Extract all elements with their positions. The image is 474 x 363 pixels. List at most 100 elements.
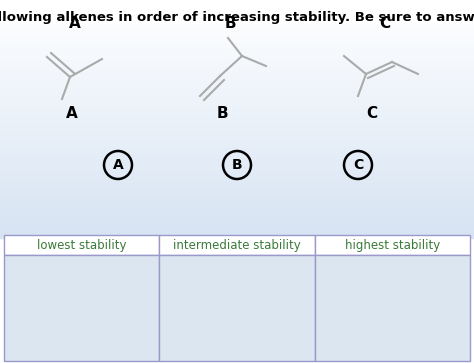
- Bar: [0, 54, 474, 56]
- Bar: [0, 192, 474, 194]
- Bar: [0, 204, 474, 206]
- Bar: [0, 2, 474, 4]
- Bar: [0, 188, 474, 189]
- Bar: [0, 236, 474, 238]
- Bar: [0, 210, 474, 212]
- Bar: [0, 108, 474, 110]
- Bar: [0, 115, 474, 117]
- Bar: [0, 72, 474, 74]
- Bar: [0, 48, 474, 50]
- Bar: [0, 110, 474, 112]
- Bar: [0, 76, 474, 77]
- Bar: [0, 77, 474, 78]
- Text: B: B: [216, 106, 228, 121]
- Bar: [0, 33, 474, 34]
- Bar: [0, 73, 474, 75]
- Bar: [0, 167, 474, 169]
- Bar: [0, 176, 474, 177]
- Bar: [0, 116, 474, 118]
- Bar: [0, 101, 474, 102]
- Bar: [0, 173, 474, 175]
- Bar: [0, 69, 474, 70]
- Bar: [0, 41, 474, 43]
- Bar: [0, 191, 474, 193]
- Bar: [0, 133, 474, 134]
- Bar: [0, 171, 474, 172]
- Bar: [0, 202, 474, 204]
- Bar: [4, 255, 159, 361]
- Bar: [0, 60, 474, 62]
- Bar: [0, 118, 474, 120]
- Bar: [0, 207, 474, 208]
- Bar: [0, 229, 474, 231]
- Text: intermediate stability: intermediate stability: [173, 238, 301, 252]
- Bar: [0, 193, 474, 195]
- Bar: [0, 24, 474, 26]
- Bar: [0, 130, 474, 132]
- Bar: [0, 136, 474, 138]
- Bar: [315, 235, 470, 255]
- Bar: [0, 182, 474, 183]
- Bar: [0, 11, 474, 13]
- Bar: [0, 7, 474, 8]
- Bar: [0, 158, 474, 159]
- Bar: [0, 102, 474, 103]
- Bar: [0, 156, 474, 158]
- Bar: [0, 5, 474, 7]
- Text: B: B: [224, 16, 236, 30]
- Bar: [0, 61, 474, 63]
- Bar: [0, 86, 474, 88]
- Bar: [0, 155, 474, 157]
- Bar: [0, 39, 474, 40]
- Bar: [0, 81, 474, 82]
- Bar: [0, 232, 474, 233]
- Bar: [0, 161, 474, 163]
- Bar: [315, 255, 470, 361]
- Bar: [0, 220, 474, 221]
- Bar: [0, 186, 474, 188]
- Bar: [0, 172, 474, 174]
- Bar: [0, 168, 474, 170]
- Bar: [0, 225, 474, 227]
- Bar: [0, 19, 474, 20]
- Text: highest stability: highest stability: [345, 238, 440, 252]
- Bar: [0, 128, 474, 130]
- Text: Rank the following alkenes in order of increasing stability. Be sure to answer a: Rank the following alkenes in order of i…: [0, 11, 474, 24]
- Bar: [0, 79, 474, 81]
- Bar: [0, 223, 474, 225]
- Bar: [0, 185, 474, 187]
- Bar: [0, 15, 474, 17]
- Bar: [0, 217, 474, 219]
- Bar: [0, 146, 474, 148]
- Bar: [0, 44, 474, 45]
- Bar: [0, 196, 474, 197]
- Bar: [0, 96, 474, 98]
- Bar: [0, 143, 474, 145]
- Text: C: C: [353, 158, 363, 172]
- Bar: [0, 22, 474, 24]
- Bar: [0, 94, 474, 95]
- Bar: [0, 65, 474, 67]
- Bar: [0, 129, 474, 131]
- Bar: [0, 215, 474, 217]
- Bar: [0, 95, 474, 97]
- Text: C: C: [380, 16, 391, 30]
- Bar: [0, 132, 474, 133]
- Bar: [0, 16, 474, 18]
- Bar: [0, 175, 474, 176]
- Bar: [0, 135, 474, 137]
- Bar: [0, 214, 474, 215]
- Bar: [0, 10, 474, 12]
- Bar: [0, 82, 474, 83]
- Bar: [0, 51, 474, 52]
- Bar: [0, 142, 474, 144]
- Bar: [0, 28, 474, 30]
- Bar: [0, 13, 474, 14]
- Bar: [0, 74, 474, 76]
- Bar: [0, 38, 474, 39]
- Bar: [0, 70, 474, 72]
- Bar: [0, 221, 474, 223]
- Text: A: A: [69, 16, 81, 30]
- Bar: [0, 27, 474, 29]
- Bar: [0, 23, 474, 25]
